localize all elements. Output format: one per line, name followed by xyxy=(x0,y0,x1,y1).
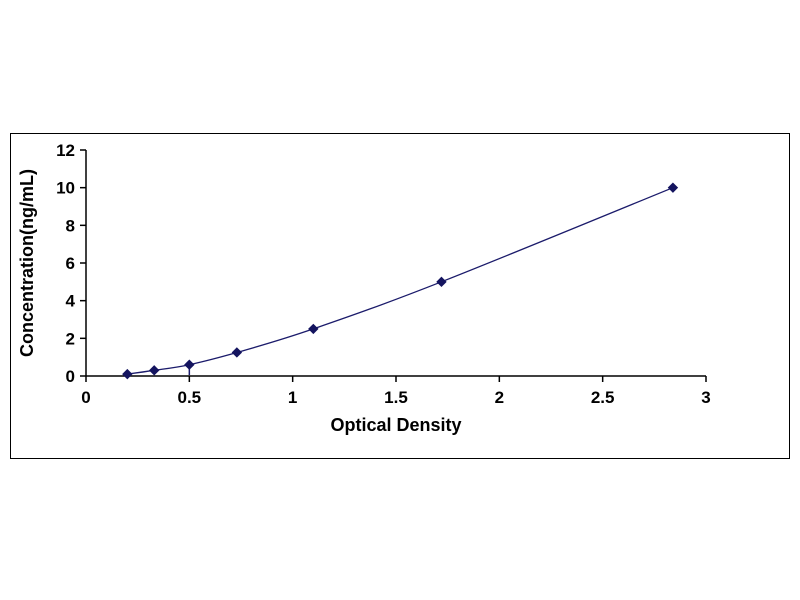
chart-frame: 0 2 4 6 8 10 12 0 0.5 1 1.5 2 2.5 3 Optical Density Con… xyxy=(10,133,790,459)
standard-curve-chart: 0 2 4 6 8 10 12 0 0.5 1 1.5 2 2.5 3 Optical Density Con… xyxy=(17,141,711,435)
data-point-marker xyxy=(231,347,243,358)
x-tick-label: 2 xyxy=(495,388,504,407)
x-tick-label: 3 xyxy=(701,388,710,407)
data-point-marker xyxy=(308,323,319,335)
data-point-marker xyxy=(122,368,133,380)
y-tick-label: 0 xyxy=(66,367,75,386)
data-point-marker xyxy=(148,365,160,376)
data-point-marker xyxy=(667,182,679,193)
curve-line xyxy=(127,187,674,375)
y-tick-label: 6 xyxy=(66,254,75,273)
y-axis-title: Concentration(ng/mL) xyxy=(17,169,37,357)
data-point-marker xyxy=(436,276,447,288)
x-axis-title: Optical Density xyxy=(330,415,461,435)
data-point-marker xyxy=(184,359,195,370)
x-tick-label: 1 xyxy=(288,388,297,407)
x-tick-label: 2.5 xyxy=(591,388,615,407)
y-tick-label: 8 xyxy=(66,216,75,235)
y-tick-label: 10 xyxy=(56,179,75,198)
x-tick-label: 1.5 xyxy=(384,388,408,407)
x-tick-label: 0.5 xyxy=(178,388,202,407)
y-tick-label: 12 xyxy=(56,141,75,160)
y-tick-label: 4 xyxy=(66,292,76,311)
y-tick-label: 2 xyxy=(66,329,75,348)
x-tick-label: 0 xyxy=(81,388,90,407)
